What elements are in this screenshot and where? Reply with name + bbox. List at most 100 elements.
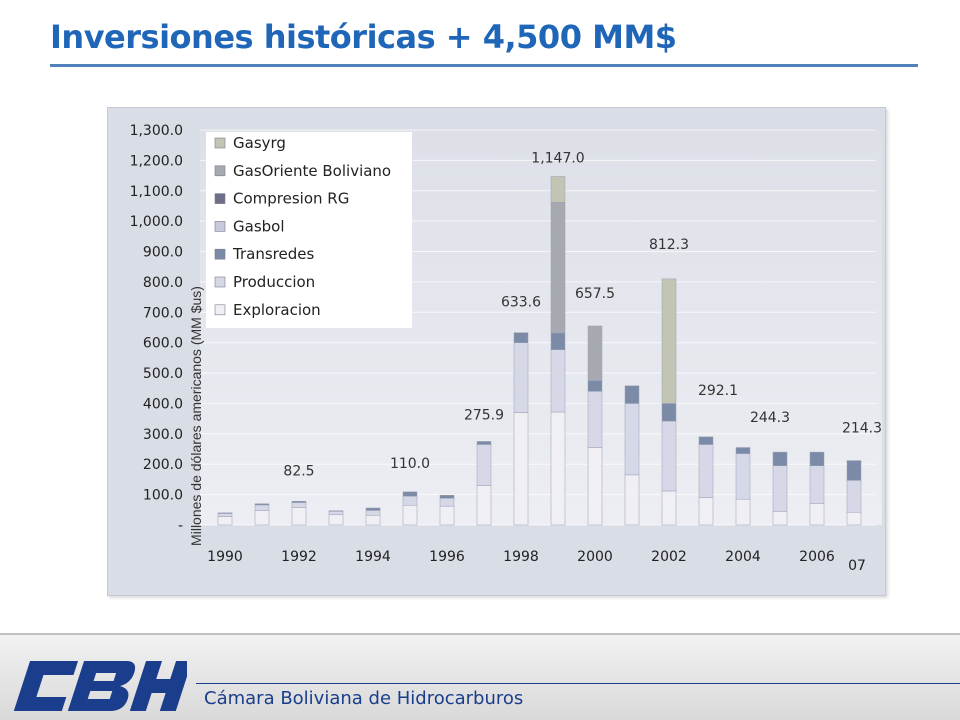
legend-label: Compresion RG — [233, 190, 349, 208]
data-label: 812.3 — [649, 237, 689, 253]
bar-segment — [476, 444, 492, 486]
bar-segment — [550, 332, 566, 350]
bar-segment — [291, 507, 307, 526]
title-divider — [50, 64, 918, 67]
bar-segment — [698, 444, 714, 498]
bar-segment — [624, 474, 640, 526]
bar-segment — [587, 380, 603, 392]
bar-segment — [735, 447, 751, 454]
data-label: 633.6 — [501, 295, 541, 311]
bar-segment — [513, 342, 529, 413]
x-tick-label: 1998 — [503, 549, 539, 565]
y-tick-label: 200.0 — [143, 457, 183, 473]
bar-segment — [550, 202, 566, 334]
bar-segment — [846, 460, 862, 481]
x-tick-label: 2004 — [725, 549, 761, 565]
bar-segment — [735, 453, 751, 500]
bar-segment — [291, 501, 307, 503]
y-tick-label: 1,200.0 — [130, 153, 183, 169]
bar-segment — [328, 511, 344, 515]
y-tick-label: 600.0 — [143, 336, 183, 352]
bar-segment — [402, 505, 418, 526]
data-label: 292.1 — [698, 383, 738, 399]
bar-segment — [328, 514, 344, 526]
chart-panel: - 100.0 200.0 300.0 400.0 500.0 600.0 700.0 800.… — [107, 107, 886, 596]
data-label: 1,147.0 — [531, 150, 584, 166]
bar-segment — [439, 505, 455, 526]
legend-swatch — [214, 193, 226, 204]
bar-segment — [291, 502, 307, 508]
bar-segment — [217, 513, 233, 517]
legend-label: Gasbol — [233, 217, 285, 235]
bar-segment — [624, 385, 640, 404]
legend-box — [206, 132, 412, 328]
bar-segment — [772, 511, 788, 526]
legend: Gasyrg GasOriente Boliviano Compresion RG G… — [206, 132, 412, 328]
bar-segment — [809, 465, 825, 504]
bar-segment — [698, 497, 714, 526]
x-tick-label: 1990 — [207, 549, 243, 565]
bar-segment — [587, 391, 603, 448]
cbh-logo — [13, 661, 187, 711]
x-tick-label: 2000 — [577, 549, 613, 565]
data-label: 244.3 — [750, 410, 790, 426]
investment-chart: - 100.0 200.0 300.0 400.0 500.0 600.0 700.0 800.… — [130, 123, 882, 574]
bar-segment — [550, 176, 566, 203]
y-tick-label: - — [178, 518, 183, 534]
legend-swatch — [214, 276, 226, 288]
legend-label: Transredes — [232, 245, 314, 263]
x-axis-ticks: 1990 1992 1994 1996 1998 2000 2002 2004 2006 07 — [207, 549, 866, 574]
data-label: 657.5 — [575, 286, 615, 302]
bar-segment — [587, 325, 603, 381]
y-tick-label: 300.0 — [143, 427, 183, 443]
y-tick-label: 1,000.0 — [130, 214, 183, 230]
legend-label: Exploracion — [233, 301, 321, 319]
bar-segment — [217, 516, 233, 526]
bar-segment — [735, 498, 751, 526]
bar-segment — [476, 485, 492, 526]
bar-segment — [661, 490, 677, 526]
x-tick-label: 1994 — [355, 549, 391, 565]
y-tick-label: 400.0 — [143, 396, 183, 412]
bar-segment — [550, 349, 566, 413]
footer-line — [196, 683, 960, 684]
y-axis-title: Millones de dólares americanos (MM $us) — [188, 286, 204, 546]
y-axis-ticks: - 100.0 200.0 300.0 400.0 500.0 600.0 700.0 800.… — [130, 123, 183, 534]
x-tick-label: 2006 — [799, 549, 835, 565]
footer — [0, 633, 960, 720]
bar-segment — [513, 412, 529, 526]
data-label: 82.5 — [283, 463, 314, 479]
bar-segment — [809, 503, 825, 526]
x-tick-label: 1992 — [281, 549, 317, 565]
legend-label: Produccion — [233, 273, 315, 291]
y-tick-label: 500.0 — [143, 366, 183, 382]
y-tick-label: 100.0 — [143, 488, 183, 504]
data-label: 110.0 — [390, 456, 430, 472]
y-tick-label: 1,100.0 — [130, 184, 183, 200]
y-tick-label: 800.0 — [143, 275, 183, 291]
bar-segment — [698, 436, 714, 445]
bar-segment — [846, 511, 862, 526]
bar-segment — [402, 491, 418, 497]
legend-label: GasOriente Boliviano — [233, 162, 391, 180]
page-title: Inversiones históricas + 4,500 MM$ — [50, 18, 677, 56]
bar-segment — [513, 332, 529, 343]
data-label: 214.3 — [842, 421, 882, 437]
bar-segment — [661, 403, 677, 422]
organization-name: Cámara Boliviana de Hidrocarburos — [204, 688, 524, 709]
bar-segment — [254, 503, 270, 506]
legend-swatch — [214, 137, 226, 149]
footer-divider — [0, 633, 960, 635]
bar-segment — [365, 507, 381, 511]
bar-segment — [439, 498, 455, 507]
legend-swatch — [214, 304, 226, 316]
bar-segment — [661, 278, 677, 404]
bar-segment — [624, 403, 640, 476]
legend-swatch — [214, 248, 226, 260]
legend-swatch — [214, 221, 226, 232]
x-tick-label: 2002 — [651, 549, 687, 565]
bars — [217, 176, 862, 526]
bar-segment — [772, 465, 788, 512]
bar-segment — [365, 515, 381, 526]
bar-segment — [772, 451, 788, 467]
